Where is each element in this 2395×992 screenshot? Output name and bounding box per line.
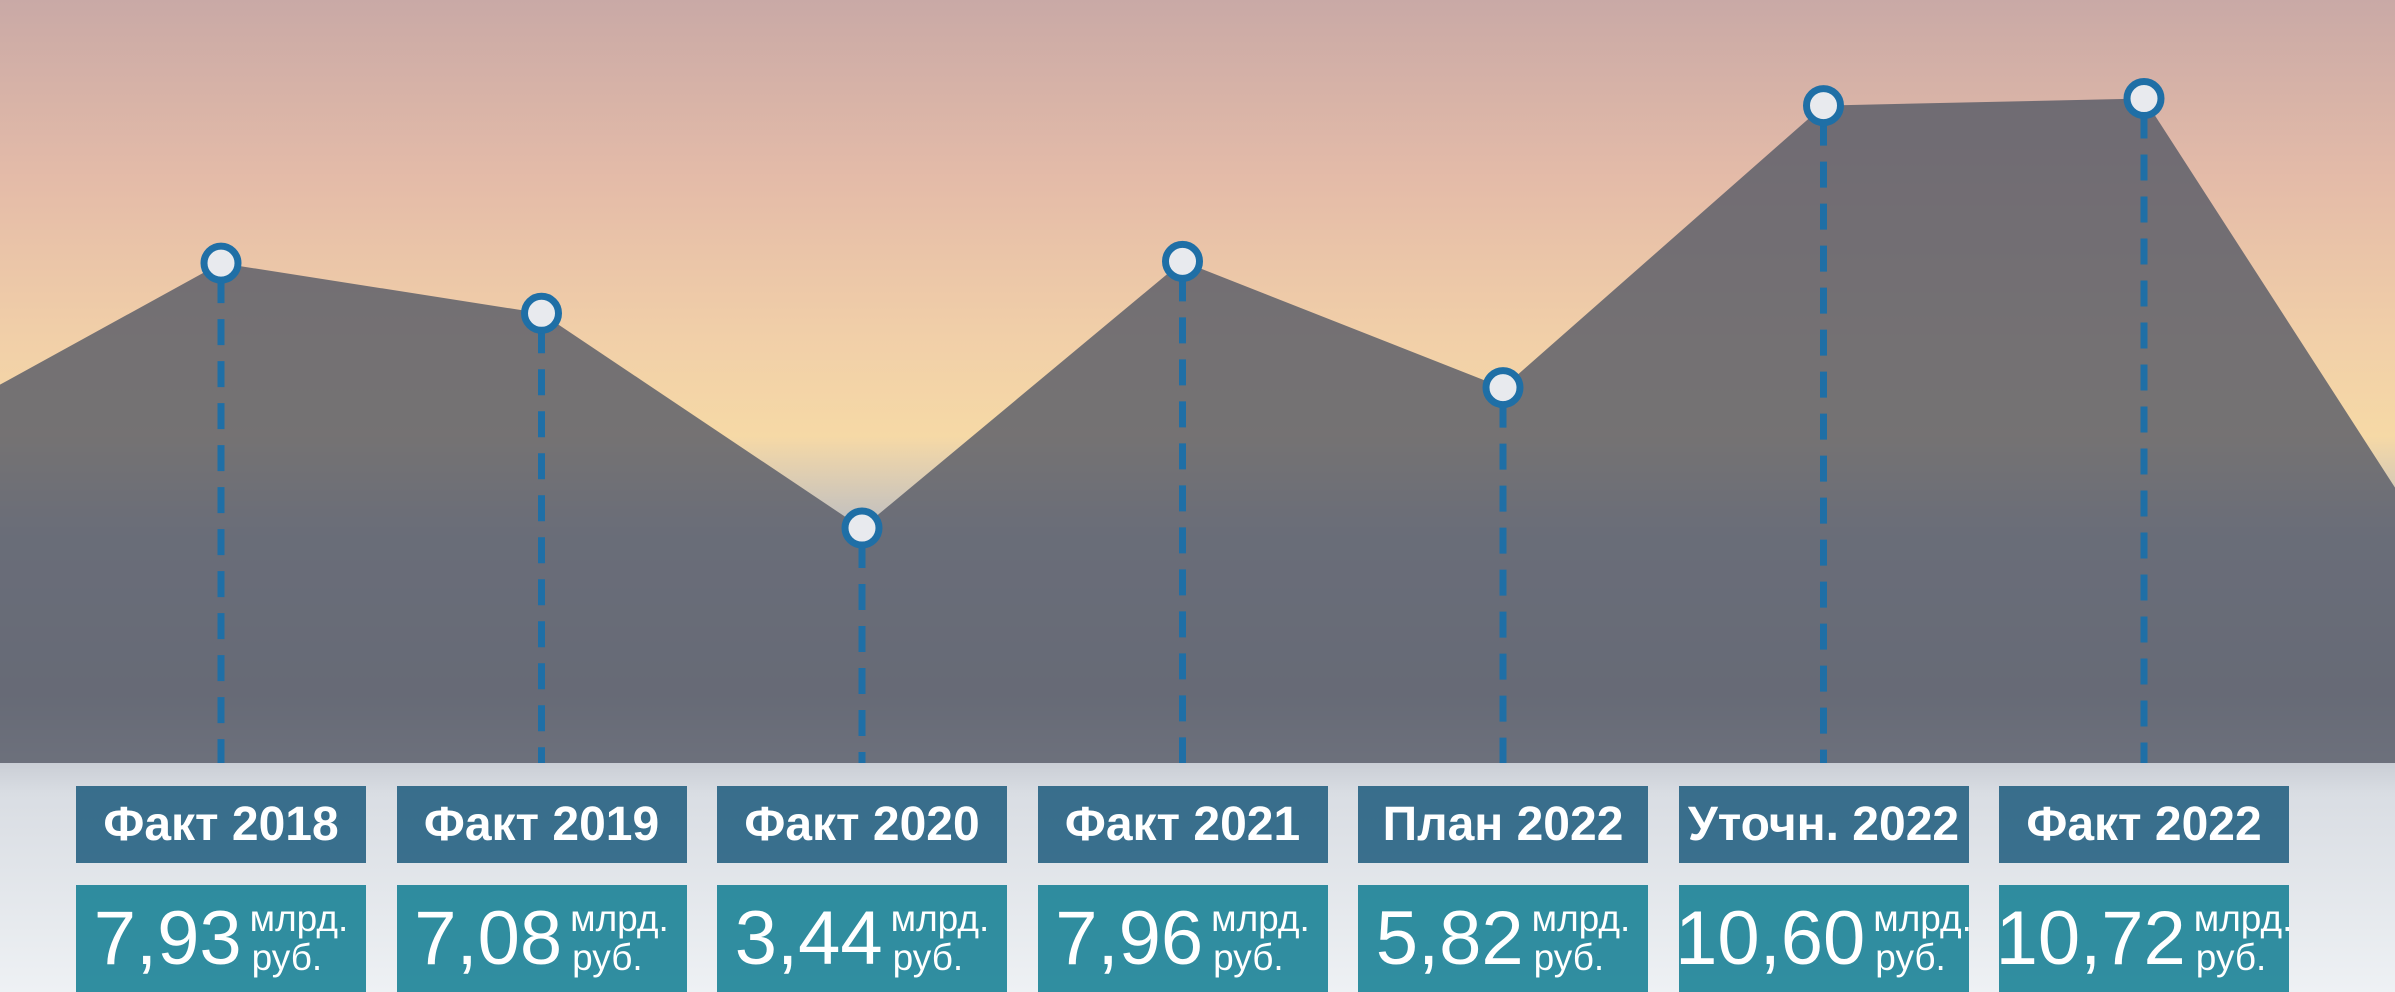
- category-box: Факт 2020: [717, 786, 1007, 863]
- category-box: Факт 2018: [76, 786, 366, 863]
- category-label: Факт 2022: [2026, 798, 2262, 851]
- value-label: 3,44: [734, 895, 883, 981]
- category-box: Уточн. 2022: [1678, 786, 1969, 863]
- category-label: Факт 2021: [1064, 798, 1301, 851]
- marker: [200, 242, 242, 284]
- value-label: 7,08: [414, 895, 563, 981]
- unit-line: руб.: [572, 936, 643, 978]
- unit-line: руб.: [892, 936, 964, 978]
- value-label: 10,72: [1995, 895, 2186, 981]
- unit: млрд. руб.: [1873, 897, 1972, 978]
- area-fill: [0, 98, 2395, 763]
- marker: [1162, 240, 1203, 282]
- marker: [841, 507, 883, 549]
- marker: [521, 292, 562, 334]
- unit: млрд. руб.: [249, 897, 349, 978]
- value-label: 5,82: [1375, 895, 1524, 981]
- unit: млрд. руб.: [890, 897, 990, 978]
- value-label: 7,96: [1055, 895, 1204, 981]
- unit-line: руб.: [2195, 936, 2267, 978]
- unit-line: млрд.: [1211, 897, 1310, 939]
- value-box: 3,44 млрд. руб.: [717, 885, 1007, 992]
- unit-line: млрд.: [570, 897, 669, 939]
- value-box: 5,82 млрд. руб.: [1358, 885, 1648, 992]
- category-box: Факт 2021: [1037, 786, 1328, 863]
- unit-line: млрд.: [2193, 897, 2293, 939]
- unit: млрд. руб.: [570, 897, 669, 978]
- category-label: План 2022: [1382, 798, 1624, 851]
- unit-line: млрд.: [890, 897, 990, 939]
- unit-line: руб.: [251, 936, 323, 978]
- marker: [2123, 78, 2165, 120]
- unit: млрд. руб.: [1531, 897, 1631, 978]
- value-box: 7,08 млрд. руб.: [396, 885, 687, 992]
- value-label: 10,60: [1675, 895, 1866, 981]
- value-box: 10,60 млрд. руб.: [1675, 885, 1972, 992]
- unit-line: руб.: [1533, 936, 1605, 978]
- category-box: План 2022: [1358, 786, 1648, 863]
- category-label: Факт 2018: [103, 798, 339, 851]
- category-box: Факт 2019: [396, 786, 687, 863]
- unit-line: млрд.: [1873, 897, 1972, 939]
- value-box: 10,72 млрд. руб.: [1995, 885, 2292, 992]
- marker: [1482, 367, 1524, 409]
- category-label: Уточн. 2022: [1687, 798, 1960, 851]
- value-box: 7,93 млрд. руб.: [76, 885, 366, 992]
- unit: млрд. руб.: [2193, 897, 2293, 978]
- unit-line: млрд.: [1531, 897, 1631, 939]
- value-label: 7,93: [93, 895, 242, 981]
- category-box: Факт 2022: [1999, 786, 2289, 863]
- value-box: 7,96 млрд. руб.: [1037, 885, 1328, 992]
- unit-line: млрд.: [249, 897, 349, 939]
- marker: [1803, 85, 1844, 127]
- category-label: Факт 2020: [744, 798, 980, 851]
- category-label: Факт 2019: [423, 798, 660, 851]
- unit-line: руб.: [1213, 936, 1284, 978]
- unit-line: руб.: [1875, 936, 1946, 978]
- unit: млрд. руб.: [1211, 897, 1310, 978]
